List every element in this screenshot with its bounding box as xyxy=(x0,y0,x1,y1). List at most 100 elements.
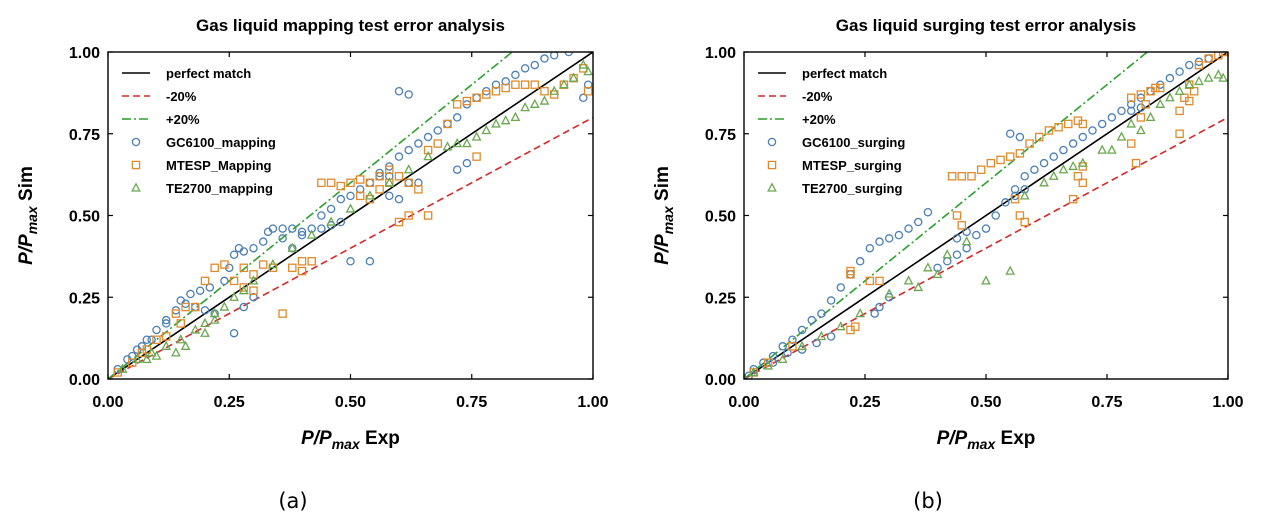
data-point xyxy=(894,230,904,240)
data-point xyxy=(1107,113,1117,122)
x-axis-label: P/Pmax Exp xyxy=(301,428,400,452)
data-point xyxy=(875,237,884,246)
reference-line-1 xyxy=(108,52,593,379)
chart-title: Gas liquid surging test error analysis xyxy=(836,16,1136,35)
data-point xyxy=(913,217,923,227)
data-point xyxy=(471,131,482,141)
data-point xyxy=(1015,149,1025,158)
legend-marker xyxy=(131,137,141,147)
data-point xyxy=(365,190,375,200)
data-point xyxy=(171,309,181,318)
y-axis-label: P/Pmax Sim xyxy=(16,166,40,265)
data-point xyxy=(462,96,472,106)
data-point xyxy=(481,124,492,135)
legend-label: perfect match xyxy=(166,66,251,81)
data-point xyxy=(1117,106,1126,116)
data-point xyxy=(884,234,894,243)
data-point xyxy=(1126,93,1136,103)
data-point xyxy=(952,234,962,243)
data-point xyxy=(1218,72,1228,82)
data-point xyxy=(317,224,326,233)
data-point xyxy=(219,301,230,311)
data-point xyxy=(423,211,433,220)
legend-label: GC6100_mapping xyxy=(166,135,276,150)
x-tick-label: 0.50 xyxy=(970,394,1001,411)
legend-marker xyxy=(131,160,141,170)
legend-label: perfect match xyxy=(802,66,887,81)
series-TE2700_mapping xyxy=(117,59,593,373)
data-point xyxy=(151,350,162,360)
data-point xyxy=(578,59,589,69)
data-point xyxy=(1020,172,1029,181)
data-point xyxy=(1015,211,1025,220)
data-point xyxy=(229,250,239,259)
data-point xyxy=(788,342,797,351)
data-point xyxy=(297,257,307,266)
data-point xyxy=(404,178,413,188)
data-point xyxy=(1054,122,1063,132)
data-point xyxy=(200,306,210,315)
data-point xyxy=(288,224,297,233)
x-tick-label: 0.75 xyxy=(1091,394,1122,411)
data-point xyxy=(501,77,510,86)
data-point xyxy=(1155,98,1166,108)
data-point xyxy=(278,234,287,243)
y-axis-label: P/Pmax Sim xyxy=(652,166,676,265)
data-point xyxy=(287,242,298,252)
data-point xyxy=(826,296,836,305)
data-point xyxy=(239,283,249,292)
data-point xyxy=(1048,170,1059,180)
data-point xyxy=(763,358,773,367)
data-point xyxy=(559,79,569,89)
data-point xyxy=(1078,132,1088,142)
data-point xyxy=(326,204,336,214)
data-point xyxy=(355,175,365,184)
data-point xyxy=(583,66,593,76)
data-point xyxy=(1068,160,1078,171)
data-point xyxy=(855,257,865,266)
data-point xyxy=(205,283,215,292)
data-point xyxy=(239,247,249,256)
data-point xyxy=(816,330,827,341)
data-point xyxy=(248,275,259,285)
data-point xyxy=(117,363,128,373)
data-point xyxy=(1078,119,1088,129)
data-point xyxy=(258,237,268,246)
data-point xyxy=(1155,83,1165,93)
data-point xyxy=(239,302,249,312)
legend-label: MTESP_Mapping xyxy=(166,158,272,173)
y-tick-label: 0.25 xyxy=(705,290,736,307)
data-point xyxy=(491,86,501,96)
data-point xyxy=(540,86,549,96)
data-point xyxy=(491,118,501,128)
data-point xyxy=(763,360,774,370)
data-point xyxy=(336,194,346,204)
data-point xyxy=(583,80,593,89)
panel-label: (b) xyxy=(913,489,943,513)
data-point xyxy=(540,54,549,63)
reference-line-1 xyxy=(744,52,1228,379)
y-tick-label: 1.00 xyxy=(69,45,100,62)
data-point xyxy=(748,366,759,377)
legend-label: MTESP_surging xyxy=(802,158,902,173)
data-point xyxy=(1194,75,1204,86)
data-point xyxy=(851,322,860,331)
data-point xyxy=(579,93,588,103)
data-point xyxy=(826,332,836,341)
data-point xyxy=(1068,194,1078,204)
data-point xyxy=(365,178,375,188)
data-point xyxy=(1044,126,1054,135)
data-point xyxy=(137,348,147,358)
data-point xyxy=(942,249,953,259)
x-axis-label: P/Pmax Exp xyxy=(937,428,1036,452)
legend: perfect match -20% +20% GC6100_surging MTESP… xyxy=(758,66,905,196)
data-point xyxy=(530,60,540,70)
data-point xyxy=(1049,152,1059,161)
data-point xyxy=(326,178,336,188)
data-point xyxy=(1185,96,1194,106)
y-tick-label: 0.25 xyxy=(69,290,100,307)
reference-line-2 xyxy=(108,116,593,379)
data-point xyxy=(394,86,404,96)
data-point xyxy=(583,86,593,96)
data-point xyxy=(181,302,190,312)
